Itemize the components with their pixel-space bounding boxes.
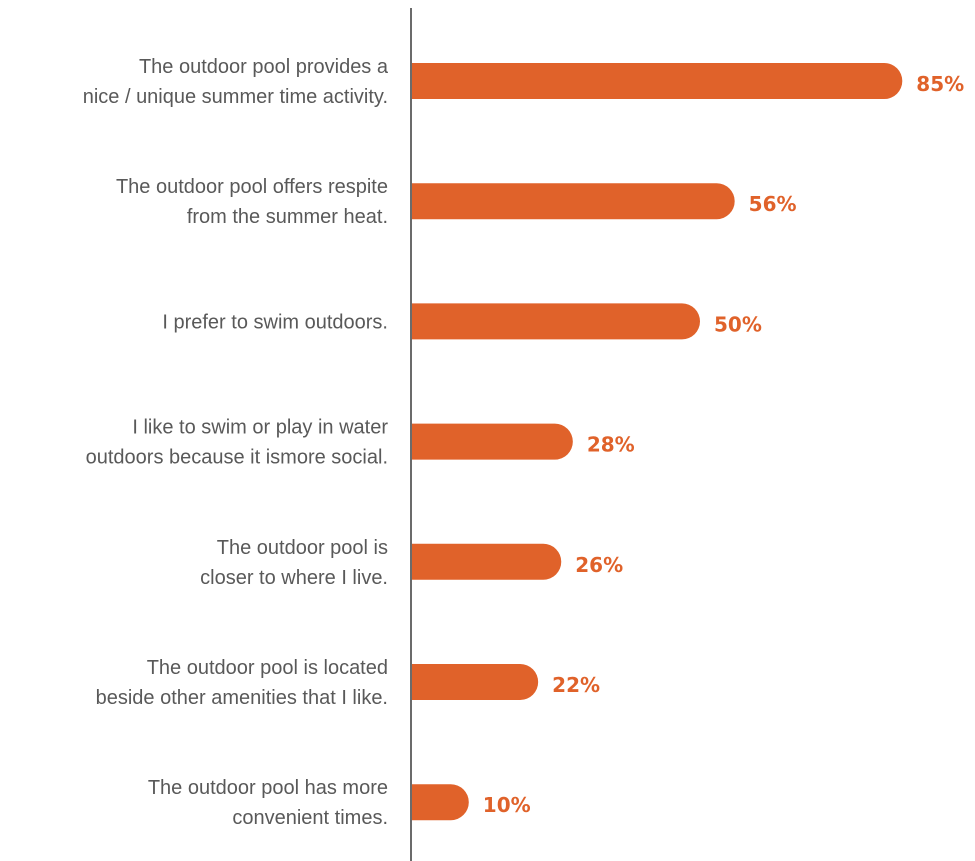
category-label-line: I prefer to swim outdoors. [162, 311, 388, 333]
bar [411, 183, 735, 220]
category-label: The outdoor pool is closer to where I liv… [200, 537, 388, 589]
category-label-line: The outdoor pool provides a [139, 56, 389, 78]
value-label: 28% [587, 433, 635, 457]
category-label: I like to swim or play in water outdoors … [86, 417, 389, 469]
category-label-line: The outdoor pool is [217, 537, 388, 559]
category-label: The outdoor pool offers respite from the … [116, 176, 388, 228]
value-label: 10% [483, 793, 531, 817]
category-label-line: closer to where I live. [200, 567, 388, 589]
value-label: 85% [916, 72, 964, 96]
bar [411, 63, 903, 99]
bar [411, 423, 573, 460]
value-label: 26% [575, 553, 623, 577]
bars-layer [411, 63, 903, 821]
bar [411, 303, 700, 340]
value-label: 56% [749, 192, 797, 216]
category-labels-layer: The outdoor pool provides a nice / unique… [83, 56, 389, 829]
value-label: 22% [552, 673, 600, 697]
category-label: The outdoor pool is located beside other … [96, 657, 388, 709]
category-label-line: outdoors because it ismore social. [86, 447, 388, 469]
category-label-line: beside other amenities that I like. [96, 687, 388, 709]
category-label: The outdoor pool provides a nice / unique… [83, 56, 389, 108]
category-label-line: from the summer heat. [187, 206, 388, 228]
category-label: The outdoor pool has more convenient time… [148, 777, 388, 829]
category-label-line: convenient times. [232, 807, 388, 829]
category-label-line: The outdoor pool is located [147, 657, 388, 679]
value-label: 50% [714, 312, 762, 336]
bar [411, 543, 562, 580]
category-label-line: I like to swim or play in water [132, 417, 388, 439]
category-label: I prefer to swim outdoors. [162, 311, 388, 333]
category-label-line: The outdoor pool offers respite [116, 176, 388, 198]
bar [411, 664, 539, 700]
category-label-line: The outdoor pool has more [148, 777, 388, 799]
bar [411, 784, 469, 821]
category-label-line: nice / unique summer time activity. [83, 86, 388, 108]
value-labels-layer: 85% 56% 50% 28% 26% 22% 10% [483, 72, 964, 817]
